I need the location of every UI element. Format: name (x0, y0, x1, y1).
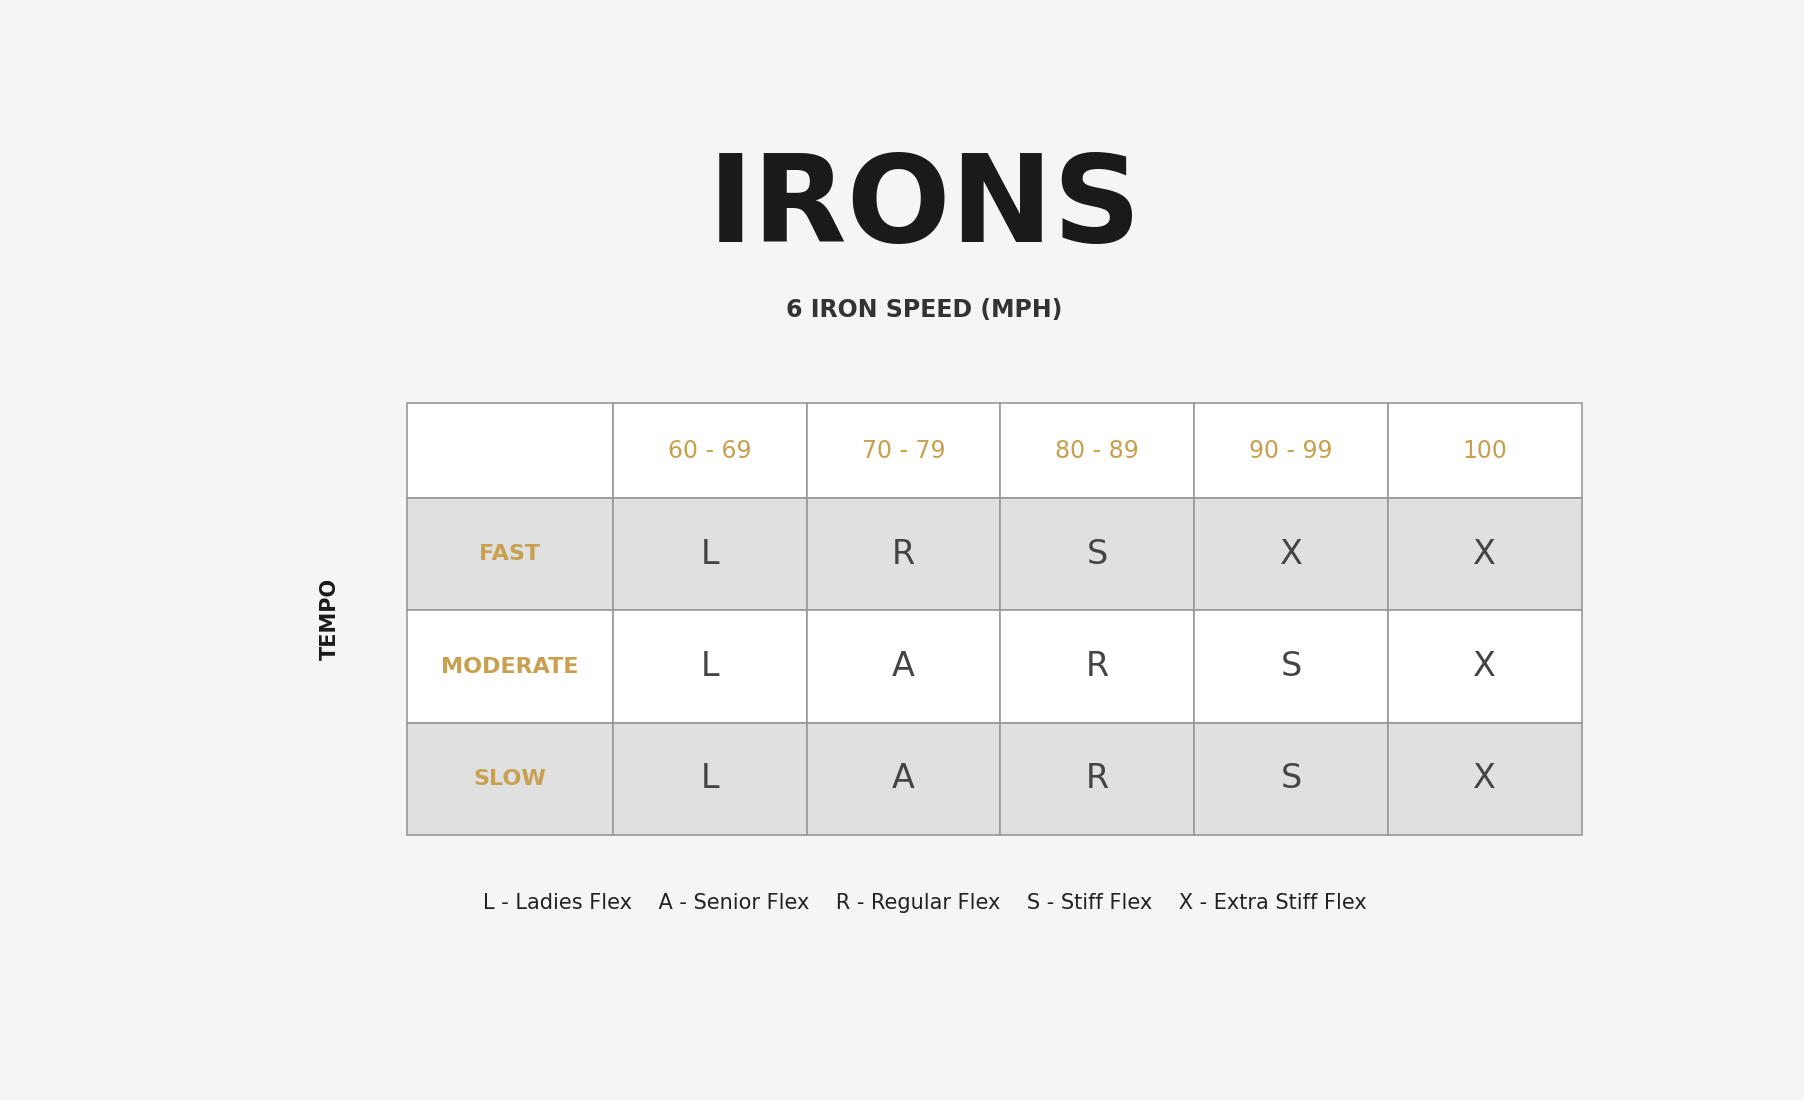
Bar (1001, 723, 1194, 835)
Bar (408, 498, 613, 610)
Text: L: L (700, 538, 720, 571)
Bar (408, 610, 613, 723)
Text: R: R (891, 538, 915, 571)
Bar (1194, 498, 1387, 610)
Bar (1194, 723, 1387, 835)
Text: 70 - 79: 70 - 79 (862, 439, 945, 463)
Bar (613, 403, 806, 498)
Text: SLOW: SLOW (474, 769, 547, 789)
Bar (408, 723, 613, 835)
Text: S: S (1086, 538, 1108, 571)
Text: L - Ladies Flex    A - Senior Flex    R - Regular Flex    S - Stiff Flex    X - : L - Ladies Flex A - Senior Flex R - Regu… (483, 893, 1366, 913)
Bar (1001, 403, 1194, 498)
Text: TEMPO: TEMPO (321, 578, 341, 660)
Bar (1194, 610, 1387, 723)
Bar (1387, 498, 1582, 610)
Text: L: L (700, 650, 720, 683)
Bar (806, 498, 1001, 610)
Text: MODERATE: MODERATE (442, 657, 579, 676)
Bar (1387, 610, 1582, 723)
Text: L: L (700, 762, 720, 795)
Bar (1194, 403, 1387, 498)
Bar (806, 723, 1001, 835)
Bar (408, 403, 613, 498)
Text: S: S (1281, 650, 1302, 683)
Text: 6 IRON SPEED (MPH): 6 IRON SPEED (MPH) (787, 298, 1063, 322)
Text: FAST: FAST (480, 544, 541, 564)
Text: A: A (891, 650, 915, 683)
Text: S: S (1281, 762, 1302, 795)
Text: R: R (1086, 650, 1109, 683)
Bar (806, 610, 1001, 723)
Bar (613, 723, 806, 835)
Text: 100: 100 (1463, 439, 1506, 463)
Text: 80 - 89: 80 - 89 (1055, 439, 1138, 463)
Bar (1001, 498, 1194, 610)
Bar (613, 610, 806, 723)
Text: X: X (1474, 650, 1496, 683)
Text: X: X (1474, 762, 1496, 795)
Bar (1387, 723, 1582, 835)
Text: R: R (1086, 762, 1109, 795)
Bar (1387, 403, 1582, 498)
Text: 60 - 69: 60 - 69 (667, 439, 752, 463)
Text: 90 - 99: 90 - 99 (1248, 439, 1333, 463)
Bar (806, 403, 1001, 498)
Text: IRONS: IRONS (707, 150, 1142, 266)
Bar (613, 498, 806, 610)
Bar (1001, 610, 1194, 723)
Text: X: X (1474, 538, 1496, 571)
Text: X: X (1279, 538, 1302, 571)
Text: A: A (891, 762, 915, 795)
